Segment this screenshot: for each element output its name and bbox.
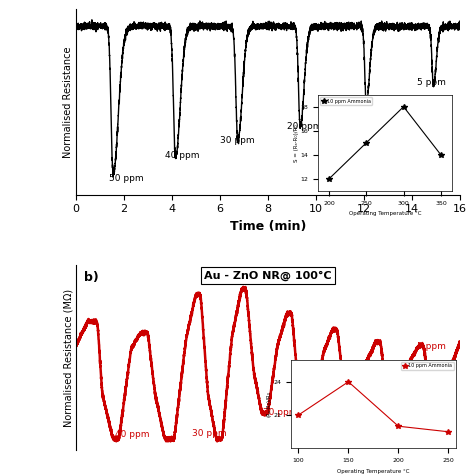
Text: 40 ppm: 40 ppm <box>164 151 199 160</box>
Text: 10 ppm: 10 ppm <box>345 97 379 106</box>
X-axis label: Time (min): Time (min) <box>229 220 306 233</box>
Text: 5 ppm: 5 ppm <box>417 342 446 351</box>
Text: 30 ppm: 30 ppm <box>192 429 227 438</box>
Text: b): b) <box>83 271 98 283</box>
Y-axis label: Normalised Resistance: Normalised Resistance <box>63 46 73 158</box>
Text: 40 ppm: 40 ppm <box>116 430 150 439</box>
Text: 20 ppm: 20 ppm <box>263 408 298 417</box>
Text: Au - ZnO NR@ 100°C: Au - ZnO NR@ 100°C <box>204 271 332 281</box>
Text: 30 ppm: 30 ppm <box>220 136 255 145</box>
Y-axis label: Normalised Resistance (MΩ): Normalised Resistance (MΩ) <box>63 289 73 427</box>
Text: 10 ppm: 10 ppm <box>345 360 379 369</box>
Text: 20 ppm: 20 ppm <box>287 122 321 131</box>
Text: 5 ppm: 5 ppm <box>417 78 446 87</box>
Text: 50 ppm: 50 ppm <box>109 174 144 183</box>
